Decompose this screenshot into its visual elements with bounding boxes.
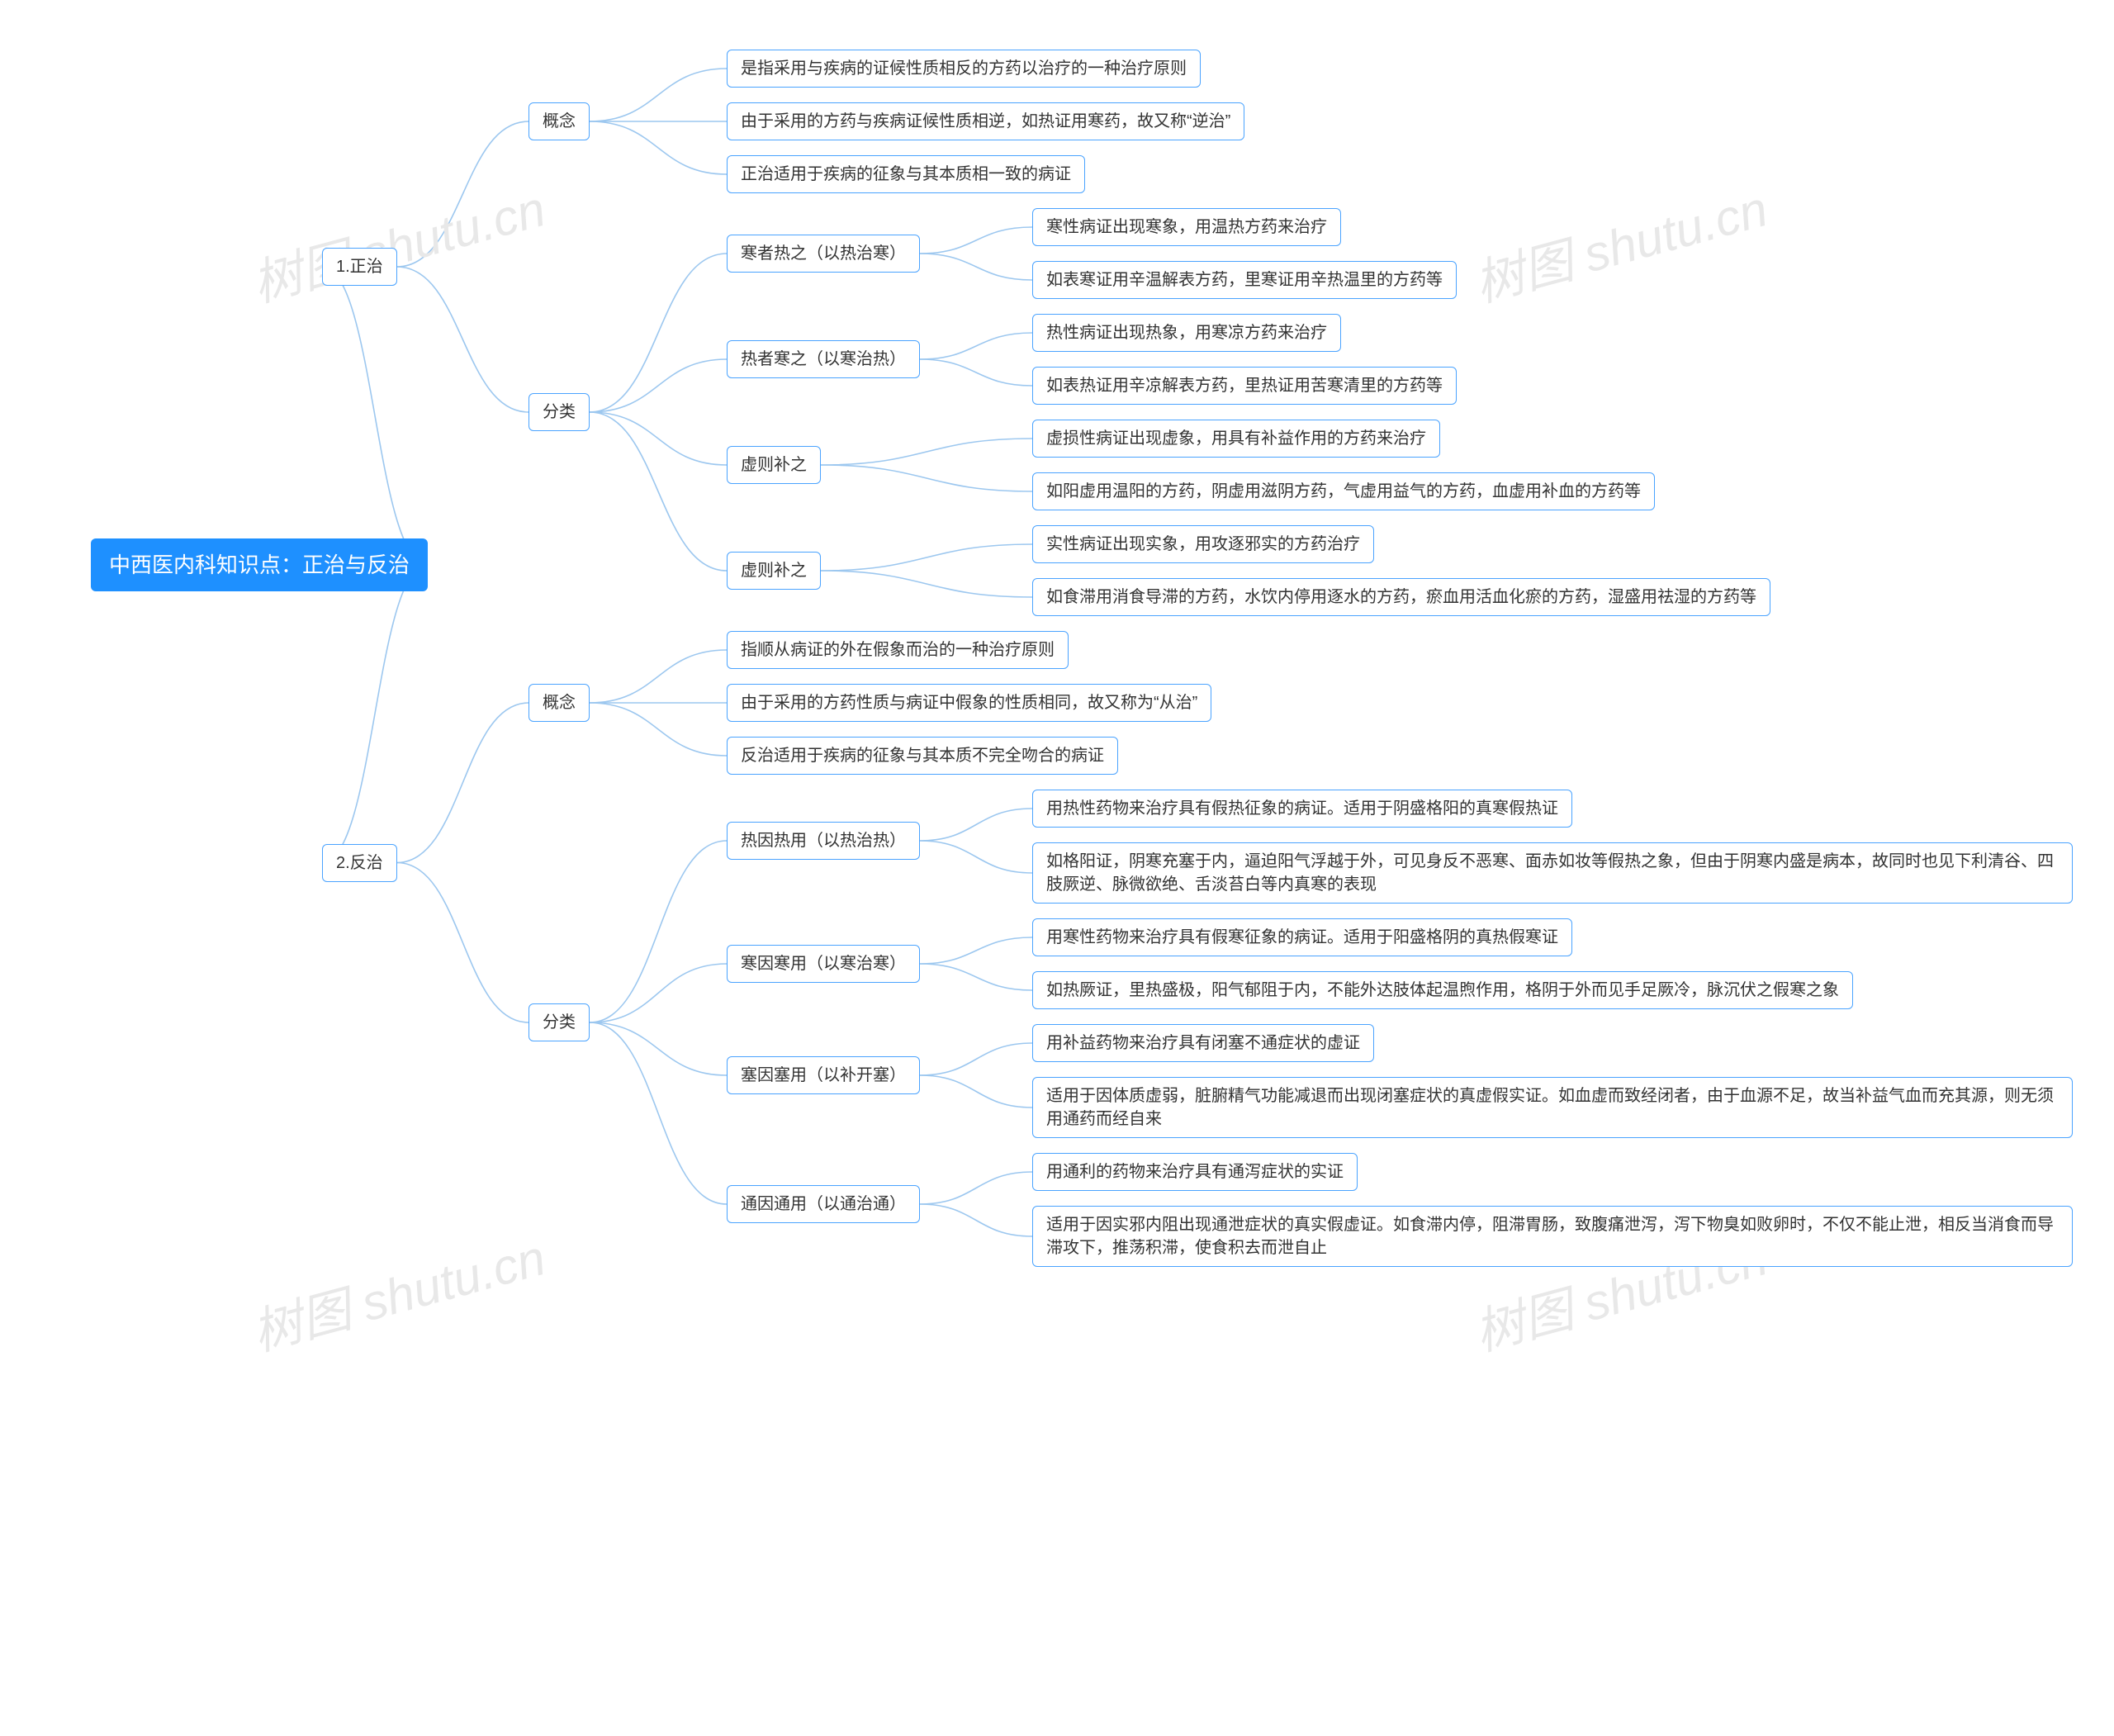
leaf-node: 是指采用与疾病的证候性质相反的方药以治疗的一种治疗原则 xyxy=(727,50,1201,88)
connector xyxy=(397,121,528,267)
connector xyxy=(590,703,727,756)
leaf-node: 正治适用于疾病的征象与其本质相一致的病证 xyxy=(727,155,1085,193)
branch-node: 概念 xyxy=(528,102,590,140)
leaf-node: 用补益药物来治疗具有闭塞不通症状的虚证 xyxy=(1032,1024,1374,1062)
connector xyxy=(821,571,1032,597)
mindmap-canvas: 树图 shutu.cn树图 shutu.cn树图 shutu.cn树图 shut… xyxy=(0,0,2114,1736)
watermark: 树图 shutu.cn xyxy=(244,168,552,315)
connector xyxy=(920,809,1032,841)
leaf-node: 如格阳证，阴寒充塞于内，逼迫阳气浮越于外，可见身反不恶寒、面赤如妆等假热之象，但… xyxy=(1032,842,2073,904)
branch-node: 寒者热之（以热治寒） xyxy=(727,235,920,273)
connector xyxy=(920,1075,1032,1108)
connector xyxy=(920,333,1032,359)
connector xyxy=(821,544,1032,571)
leaf-node: 用寒性药物来治疗具有假寒征象的病证。适用于阳盛格阴的真热假寒证 xyxy=(1032,918,1572,956)
branch-node: 概念 xyxy=(528,684,590,722)
connector xyxy=(397,267,528,412)
branch-node: 寒因寒用（以寒治寒） xyxy=(727,945,920,983)
branch-node: 塞因塞用（以补开塞） xyxy=(727,1056,920,1094)
connector xyxy=(590,254,727,412)
branch-node: 分类 xyxy=(528,393,590,431)
connector xyxy=(920,1043,1032,1075)
leaf-node: 用通利的药物来治疗具有通泻症状的实证 xyxy=(1032,1153,1358,1191)
leaf-node: 适用于因实邪内阻出现通泄症状的真实假虚证。如食滞内停，阻滞胃肠，致腹痛泄泻，泻下… xyxy=(1032,1206,2073,1267)
connector xyxy=(920,841,1032,873)
leaf-node: 如食滞用消食导滞的方药，水饮内停用逐水的方药，瘀血用活血化瘀的方药，湿盛用祛湿的… xyxy=(1032,578,1770,616)
leaf-node: 用热性药物来治疗具有假热征象的病证。适用于阴盛格阳的真寒假热证 xyxy=(1032,790,1572,828)
connector xyxy=(821,439,1032,465)
connector xyxy=(590,121,727,174)
leaf-node: 实性病证出现实象，用攻逐邪实的方药治疗 xyxy=(1032,525,1374,563)
connector xyxy=(322,565,428,863)
connector xyxy=(397,703,528,863)
connector xyxy=(920,964,1032,990)
connector xyxy=(322,267,428,565)
connector xyxy=(590,359,727,412)
connector xyxy=(590,1022,727,1075)
leaf-node: 由于采用的方药性质与病证中假象的性质相同，故又称为“从治” xyxy=(727,684,1211,722)
branch-node: 虚则补之 xyxy=(727,446,821,484)
connector xyxy=(590,964,727,1022)
watermark: 树图 shutu.cn xyxy=(244,1217,552,1364)
connector xyxy=(590,841,727,1022)
connector xyxy=(397,863,528,1023)
branch-node: 1.正治 xyxy=(322,248,397,286)
leaf-node: 适用于因体质虚弱，脏腑精气功能减退而出现闭塞症状的真虚假实证。如血虚而致经闭者，… xyxy=(1032,1077,2073,1138)
branch-node: 2.反治 xyxy=(322,844,397,882)
leaf-node: 反治适用于疾病的征象与其本质不完全吻合的病证 xyxy=(727,737,1118,775)
branch-node: 热者寒之（以寒治热） xyxy=(727,340,920,378)
connector xyxy=(821,465,1032,491)
connector xyxy=(590,650,727,703)
connector xyxy=(590,412,727,465)
connector xyxy=(590,412,727,571)
branch-node: 通因通用（以通治通） xyxy=(727,1185,920,1223)
watermark: 树图 shutu.cn xyxy=(1466,168,1775,315)
connector xyxy=(920,359,1032,386)
branch-node: 分类 xyxy=(528,1003,590,1041)
connector xyxy=(590,69,727,121)
leaf-node: 寒性病证出现寒象，用温热方药来治疗 xyxy=(1032,208,1341,246)
leaf-node: 虚损性病证出现虚象，用具有补益作用的方药来治疗 xyxy=(1032,420,1440,458)
connector xyxy=(590,1022,727,1204)
leaf-node: 热性病证出现热象，用寒凉方药来治疗 xyxy=(1032,314,1341,352)
leaf-node: 如热厥证，里热盛极，阳气郁阻于内，不能外达肢体起温煦作用，格阴于外而见手足厥冷，… xyxy=(1032,971,1853,1009)
leaf-node: 如表热证用辛凉解表方药，里热证用苦寒清里的方药等 xyxy=(1032,367,1457,405)
connector xyxy=(920,1204,1032,1236)
connector xyxy=(920,1172,1032,1204)
branch-node: 虚则补之 xyxy=(727,552,821,590)
branch-node: 热因热用（以热治热） xyxy=(727,822,920,860)
leaf-node: 由于采用的方药与疾病证候性质相逆，如热证用寒药，故又称“逆治” xyxy=(727,102,1244,140)
leaf-node: 如表寒证用辛温解表方药，里寒证用辛热温里的方药等 xyxy=(1032,261,1457,299)
connector xyxy=(920,254,1032,280)
connector xyxy=(920,937,1032,964)
leaf-node: 指顺从病证的外在假象而治的一种治疗原则 xyxy=(727,631,1069,669)
connector xyxy=(920,227,1032,254)
leaf-node: 如阳虚用温阳的方药，阴虚用滋阴方药，气虚用益气的方药，血虚用补血的方药等 xyxy=(1032,472,1655,510)
root-node: 中西医内科知识点：正治与反治 xyxy=(91,538,428,591)
